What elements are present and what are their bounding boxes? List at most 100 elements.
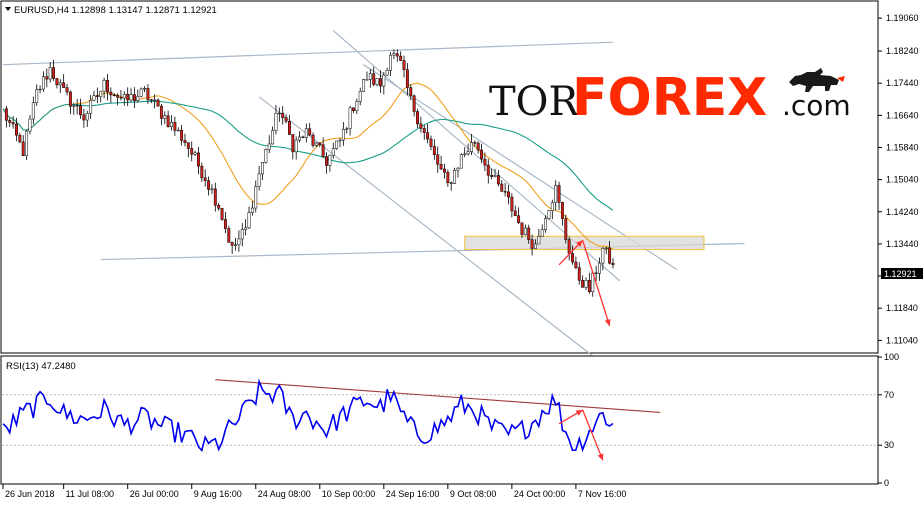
candle-body xyxy=(577,267,581,281)
candle-body xyxy=(571,253,574,263)
candle-body xyxy=(456,167,460,171)
candle-body xyxy=(517,215,521,223)
candle-body xyxy=(163,115,167,119)
candle-body xyxy=(395,53,399,57)
candle-body xyxy=(422,128,426,133)
candle-body xyxy=(48,67,52,80)
forecast-arrow-shaft xyxy=(582,409,604,461)
candle-body xyxy=(321,144,325,157)
candle-body xyxy=(291,134,295,153)
candle-body xyxy=(207,180,211,190)
candle-body xyxy=(554,185,558,203)
candle-body xyxy=(412,95,416,112)
candle-body xyxy=(486,164,490,176)
candle-body xyxy=(28,118,32,132)
candle-body xyxy=(156,99,160,107)
candle-body xyxy=(436,154,440,165)
candle-body xyxy=(274,112,278,131)
candle-body xyxy=(146,88,150,100)
candle-body xyxy=(197,152,200,167)
candle-body xyxy=(11,122,15,125)
candle-body xyxy=(31,102,35,120)
candle-body xyxy=(281,112,285,118)
candle-body xyxy=(109,91,113,96)
candle-body xyxy=(365,79,369,81)
candle-body xyxy=(210,188,214,190)
price-tick-label: 1.14240 xyxy=(886,207,919,217)
candle-body xyxy=(35,89,39,104)
candle-body xyxy=(500,183,504,192)
price-tick-label: 1.15840 xyxy=(886,142,919,152)
candle-body xyxy=(99,90,103,97)
candle-body xyxy=(510,196,514,212)
candle-body xyxy=(41,76,45,90)
candle-body xyxy=(247,212,251,229)
candle-body xyxy=(534,243,537,249)
candle-body xyxy=(507,191,510,198)
candle-body xyxy=(89,100,93,114)
candle-body xyxy=(261,162,264,175)
header: EURUSD,H4 1.12898 1.13147 1.12871 1.1292… xyxy=(5,5,217,16)
candle-body xyxy=(449,182,453,184)
candle-body xyxy=(257,173,261,187)
price-tick-label: 1.18240 xyxy=(886,46,919,56)
candle-body xyxy=(375,78,379,85)
candle-body xyxy=(139,88,143,97)
candle-body xyxy=(284,117,288,122)
torforex-logo: TOR FOREX .com xyxy=(489,68,851,128)
candle-body xyxy=(469,142,473,152)
candle-body xyxy=(490,175,494,177)
candle-body xyxy=(476,142,480,151)
candle-body xyxy=(389,54,393,71)
candle-body xyxy=(527,227,531,240)
channel-line xyxy=(258,96,594,357)
candle-body xyxy=(183,140,187,143)
candle-body xyxy=(193,152,197,155)
candle-body xyxy=(466,151,470,155)
forecast-arrow-head xyxy=(576,240,583,247)
candle-body xyxy=(537,236,541,245)
candle-body xyxy=(463,153,467,155)
candle-body xyxy=(311,134,315,146)
candle-body xyxy=(294,139,298,153)
candle-body xyxy=(587,280,591,292)
candle-body xyxy=(362,79,366,92)
candle-body xyxy=(331,148,335,156)
time-tick-label: 24 Aug 08:00 xyxy=(258,489,311,499)
rsi-trend-line xyxy=(215,379,661,413)
candle-body xyxy=(419,123,423,129)
rsi-tick-label: 0 xyxy=(884,478,889,488)
candle-body xyxy=(338,139,342,142)
candle-body xyxy=(68,91,72,107)
candle-body xyxy=(358,91,362,102)
candle-body xyxy=(122,93,126,99)
candle-body xyxy=(288,121,291,135)
candle-body xyxy=(341,129,345,141)
candle-body xyxy=(102,80,106,92)
price-tick-label: 1.19060 xyxy=(886,13,919,23)
forecast-arrow-head xyxy=(604,318,611,326)
candle-body xyxy=(106,80,109,93)
candle-body xyxy=(79,105,82,116)
candle-body xyxy=(220,208,224,220)
candle-body xyxy=(584,280,588,288)
candle-body xyxy=(176,129,180,132)
candle-body xyxy=(503,191,507,193)
candle-body xyxy=(399,55,403,61)
candle-body xyxy=(352,107,355,111)
time-tick-label: 24 Sep 16:00 xyxy=(386,489,440,499)
candle-body xyxy=(112,94,116,96)
candle-body xyxy=(82,114,86,121)
candle-body xyxy=(180,129,184,141)
candle-body xyxy=(173,122,177,131)
collapse-triangle-icon[interactable] xyxy=(5,7,11,11)
time-tick-label: 26 Jun 2018 xyxy=(5,489,55,499)
candle-body xyxy=(594,272,598,274)
candle-body xyxy=(170,122,173,127)
candle-body xyxy=(608,247,612,264)
candle-body xyxy=(382,74,386,87)
candle-body xyxy=(601,248,605,264)
candle-body xyxy=(325,156,328,166)
moving-average-line xyxy=(2,100,614,211)
candle-body xyxy=(550,202,554,211)
